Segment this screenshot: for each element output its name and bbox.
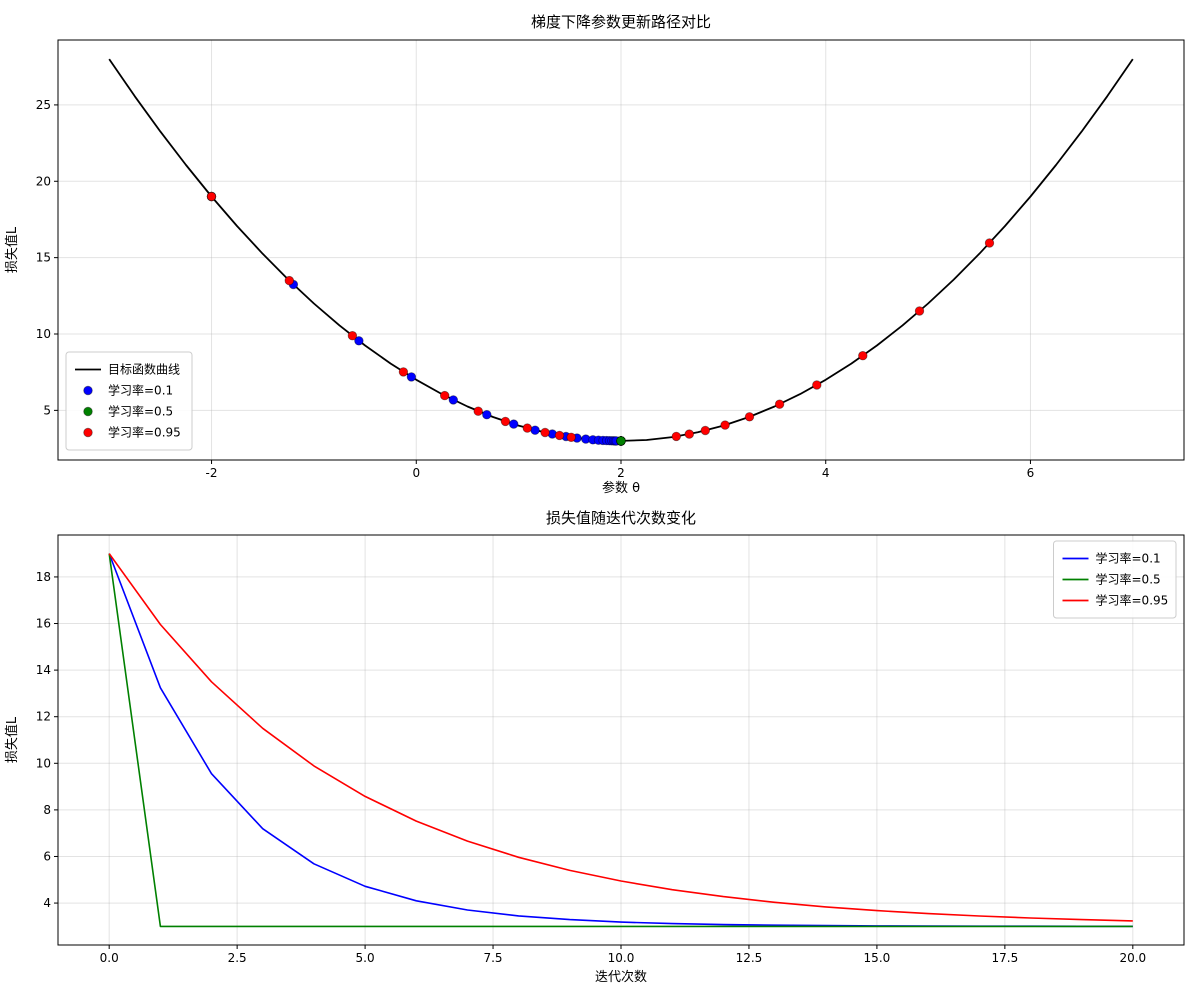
legend-dot-sample: [83, 406, 93, 417]
y-tick-label: 8: [43, 803, 51, 817]
x-tick-label: -2: [206, 466, 218, 480]
x-tick-label: 10.0: [608, 951, 635, 965]
series-marker: [616, 436, 626, 446]
x-tick-label: 15.0: [864, 951, 891, 965]
x-tick-label: 7.5: [483, 951, 502, 965]
series-marker: [522, 423, 533, 433]
chart-top-xlabel: 参数 θ: [602, 480, 640, 496]
x-tick-label: 12.5: [736, 951, 763, 965]
y-tick-label: 15: [36, 251, 51, 265]
legend: 学习率=0.1 学习率=0.5 学习率=0.95: [1053, 540, 1177, 619]
series-marker: [473, 406, 483, 416]
x-tick-label: 2.5: [228, 951, 247, 965]
series-marker: [540, 427, 550, 438]
series-marker: [440, 390, 450, 401]
x-tick-label: 0.0: [100, 951, 119, 965]
y-tick-label: 6: [43, 849, 51, 863]
series-line: [108, 553, 1133, 928]
series-marker: [720, 420, 730, 430]
series-marker: [509, 419, 519, 429]
series-marker: [482, 410, 492, 420]
series-marker: [284, 275, 295, 286]
y-tick-label: 14: [36, 663, 51, 677]
legend-entry-label: 学习率=0.1: [1096, 551, 1161, 566]
series-marker: [566, 432, 576, 443]
legend-entry-label: 学习率=0.5: [1096, 572, 1161, 587]
series-marker: [206, 191, 217, 202]
chart-bottom-title: 损失值随迭代次数变化: [546, 509, 696, 527]
y-tick-label: 25: [36, 98, 51, 112]
x-tick-label: 4: [822, 466, 830, 480]
series-marker: [774, 399, 785, 409]
series-marker: [500, 416, 511, 427]
y-tick-label: 10: [36, 756, 51, 770]
series-marker: [671, 431, 682, 442]
series-marker: [744, 412, 755, 422]
series-marker: [684, 429, 695, 439]
legend-frame: [1053, 540, 1177, 619]
legend-dot-sample: [83, 385, 93, 396]
y-tick-label: 4: [43, 896, 51, 910]
legend-entry-label: 学习率=0.95: [1096, 593, 1169, 608]
y-tick-label: 5: [43, 403, 51, 417]
series-marker: [448, 395, 459, 405]
series-marker: [354, 336, 364, 346]
x-tick-label: 20.0: [1119, 951, 1146, 965]
series-marker: [398, 367, 409, 377]
y-tick-label: 16: [36, 617, 51, 631]
chart-top-ylabel: 损失值L: [4, 226, 20, 273]
chart-bottom-ylabel: 损失值L: [4, 716, 20, 763]
legend-frame: [65, 351, 193, 451]
series-marker: [700, 425, 711, 436]
series-line: [108, 553, 1133, 922]
chart-bottom-loss-curves: 0.0 2.5 5.0 7.5 10.0 12.5 15.0 17.5 20.0 4 6 8 10 12 1…: [36, 534, 1185, 965]
y-tick-label: 10: [36, 327, 51, 341]
legend-dot-sample: [83, 427, 93, 438]
x-tick-label: 6: [1027, 466, 1035, 480]
legend-entry-label: 目标函数曲线: [108, 362, 180, 377]
series-marker: [984, 238, 995, 248]
legend-entry-label: 学习率=0.1: [108, 383, 173, 398]
series-marker: [347, 331, 358, 341]
series-marker: [812, 380, 822, 390]
x-tick-label: 17.5: [992, 951, 1019, 965]
series-marker: [554, 430, 565, 441]
chart-top-title: 梯度下降参数更新路径对比: [531, 13, 711, 31]
series-marker: [530, 425, 540, 435]
x-tick-label: 2: [617, 466, 625, 480]
x-tick-label: 0: [412, 466, 420, 480]
chart-bottom-xlabel: 迭代次数: [595, 969, 647, 985]
legend-entry-label: 学习率=0.5: [108, 404, 173, 419]
y-tick-label: 20: [36, 174, 51, 188]
x-tick-label: 5.0: [356, 951, 375, 965]
legend-entry-label: 学习率=0.95: [108, 425, 181, 440]
y-tick-label: 18: [36, 570, 51, 584]
series-marker: [406, 372, 417, 382]
y-tick-label: 12: [36, 710, 51, 724]
series-marker: [858, 351, 868, 361]
series-marker: [914, 306, 925, 316]
